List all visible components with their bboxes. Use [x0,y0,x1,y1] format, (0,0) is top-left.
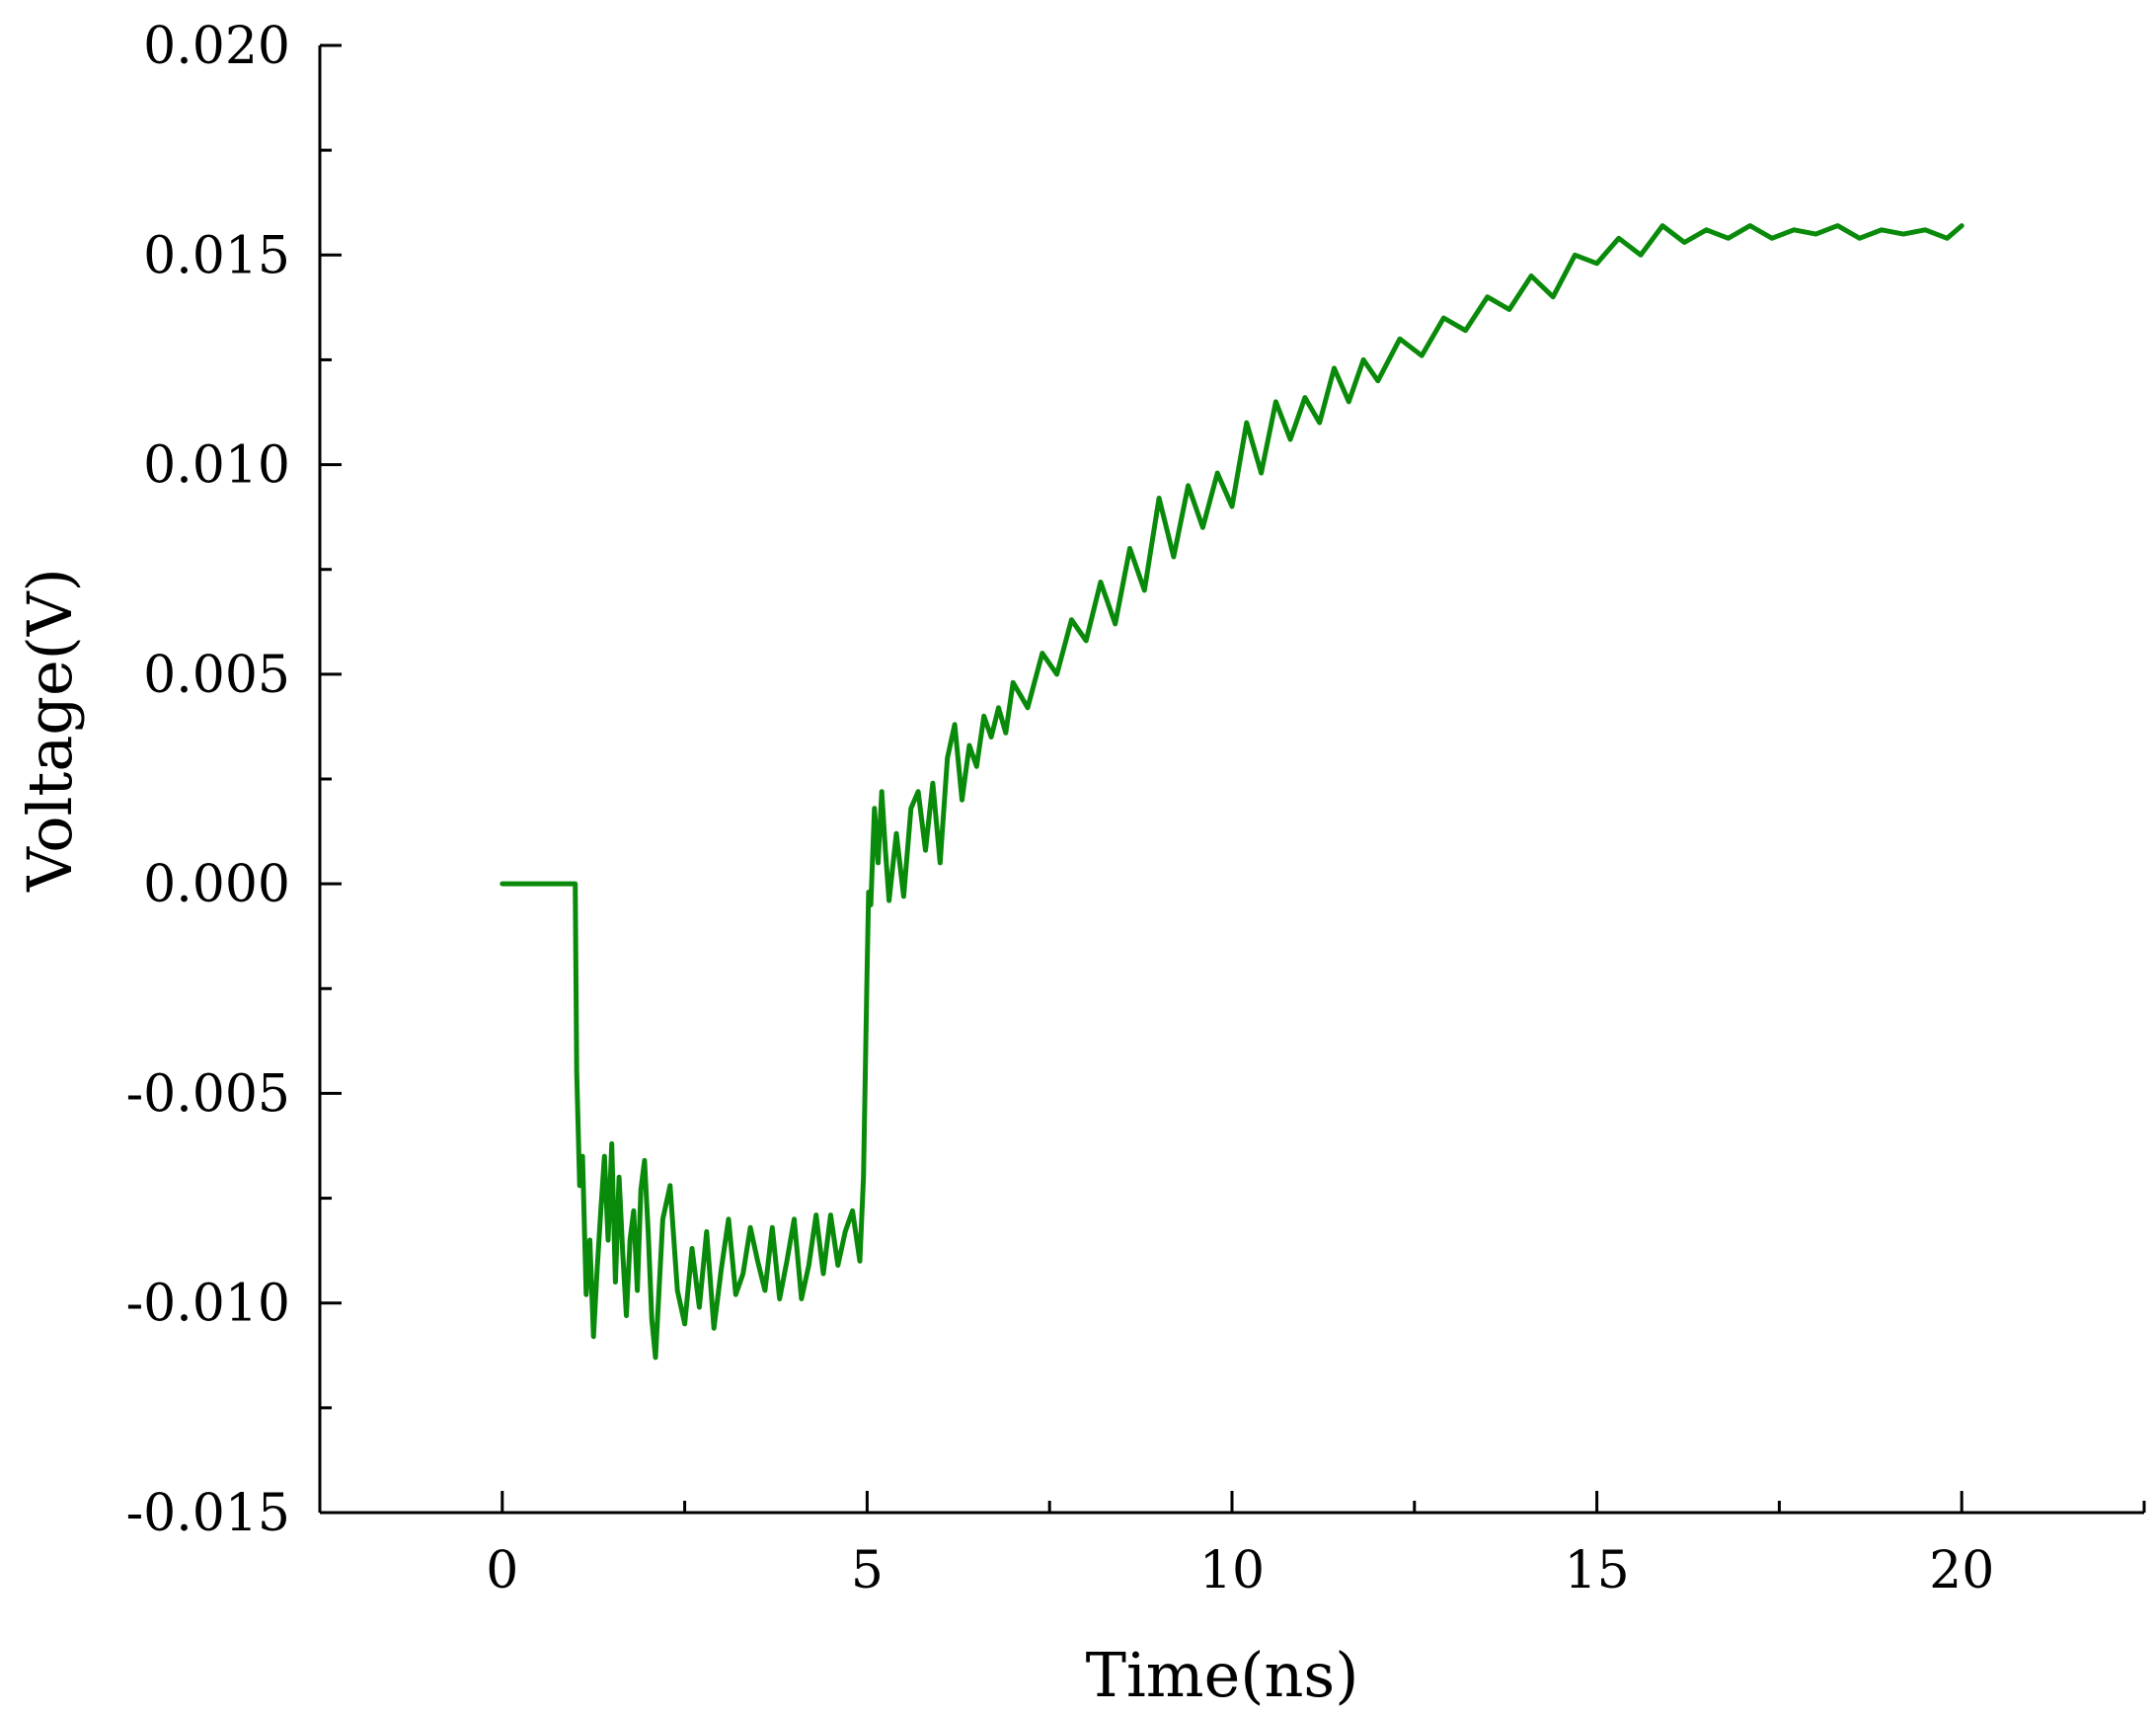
x-tick-label: 10 [1199,1541,1265,1600]
series-layer [500,223,1964,1361]
y-tick-label: 0.015 [143,226,290,285]
x-tick-label: 0 [486,1541,518,1600]
series-line [500,223,1964,1361]
x-tick-label: 15 [1565,1541,1630,1600]
y-tick-label: -0.015 [126,1484,290,1543]
y-tick-label: 0.010 [143,436,290,496]
y-tick-label: 0.020 [143,17,290,76]
y-axis: -0.015 -0.010 -0.005 0.000 0.005 0.010 0.015 0.… [126,17,342,1543]
x-axis: 0 5 10 15 20 [318,1491,2146,1600]
y-tick-label: 0.000 [143,855,290,914]
y-tick-label: -0.010 [126,1275,290,1334]
y-tick-label: -0.005 [126,1064,290,1124]
y-axis-title: Voltage(V) [14,568,86,893]
x-tick-label: 20 [1929,1541,1994,1600]
y-tick-label: 0.005 [143,646,290,705]
x-tick-label: 5 [851,1541,884,1600]
x-axis-title: Time(ns) [1086,1639,1359,1711]
